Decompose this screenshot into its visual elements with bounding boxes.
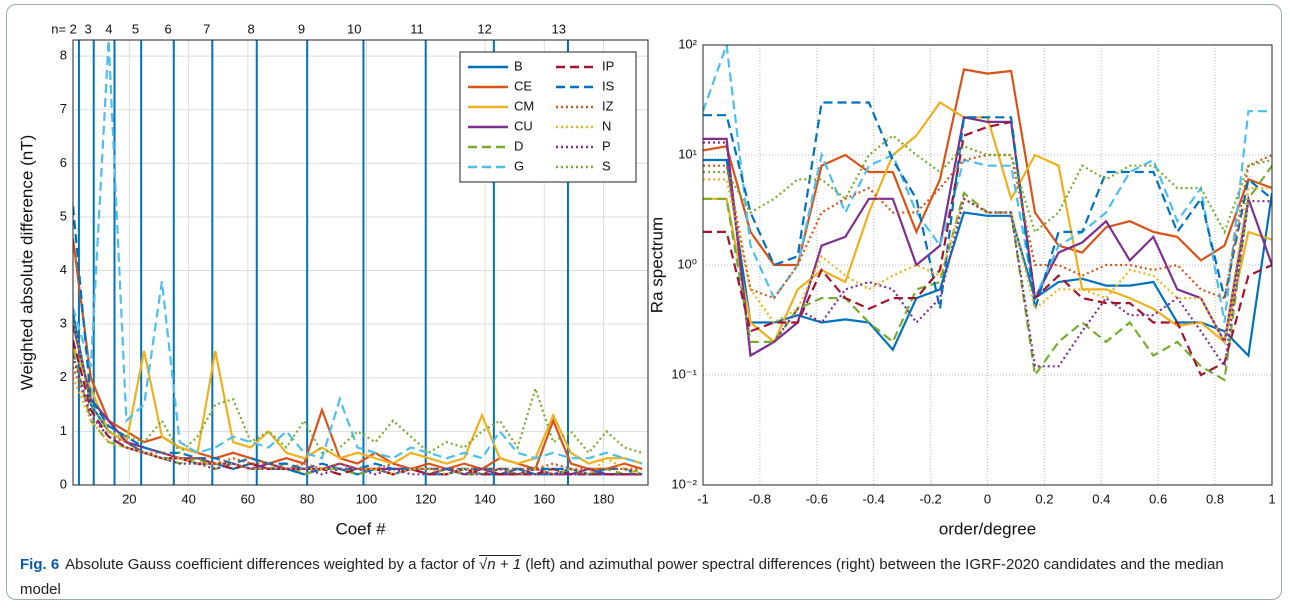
x-axis-title: order/degree — [939, 519, 1036, 538]
n-label: 5 — [132, 21, 139, 36]
caption-text: (left) and azimuthal power spectral diff… — [20, 556, 1224, 598]
y-tick-label: 0 — [60, 476, 67, 491]
y-tick-label: 10⁻² — [671, 476, 697, 491]
series-line — [703, 153, 1272, 300]
x-tick-label: -0.6 — [806, 491, 828, 506]
series-line — [703, 134, 1272, 235]
caption: Fig. 6 Absolute Gauss coefficient differe… — [20, 552, 1260, 602]
series-line — [73, 339, 643, 476]
x-tick-label: 100 — [356, 491, 378, 506]
n-label: n= 2 — [51, 21, 77, 36]
y-tick-label: 8 — [60, 48, 67, 63]
caption-text: Absolute Gauss coefficient differences w… — [65, 556, 475, 573]
n-label: 12 — [477, 21, 491, 36]
x-tick-label: 80 — [300, 491, 314, 506]
y-tick-label: 10¹ — [678, 146, 697, 161]
x-tick-label: -0.2 — [919, 491, 941, 506]
y-axis-title: Ra spectrum — [647, 217, 666, 313]
series-line — [703, 68, 1272, 267]
series-line — [73, 318, 643, 455]
n-label: 13 — [552, 21, 566, 36]
x-tick-label: 0.6 — [1149, 491, 1167, 506]
n-label: 10 — [347, 21, 361, 36]
series-line — [73, 40, 643, 465]
x-tick-label: 1 — [1268, 491, 1275, 506]
series-line — [73, 366, 643, 471]
y-tick-label: 7 — [60, 101, 67, 116]
series-line — [703, 141, 1272, 370]
x-tick-label: 0.2 — [1035, 491, 1053, 506]
x-tick-label: 160 — [533, 491, 555, 506]
series-line — [703, 101, 1272, 310]
series-line — [73, 323, 643, 476]
x-tick-label: 0 — [984, 491, 991, 506]
x-tick-label: 0.4 — [1092, 491, 1110, 506]
legend-label: IS — [602, 78, 615, 93]
y-tick-label: 1 — [60, 423, 67, 438]
x-tick-label: 120 — [415, 491, 437, 506]
series-line — [73, 206, 643, 476]
n-label: 9 — [298, 21, 305, 36]
series-line — [73, 345, 643, 465]
y-tick-label: 10² — [678, 36, 697, 51]
series-line — [703, 120, 1272, 377]
caption-formula: √n + 1 — [479, 555, 522, 573]
legend-label: P — [602, 138, 611, 153]
x-tick-label: 20 — [122, 491, 136, 506]
series-line — [73, 377, 643, 476]
series-line — [73, 313, 643, 476]
x-tick-label: 180 — [593, 491, 615, 506]
y-tick-label: 10⁰ — [677, 256, 697, 271]
x-tick-label: -1 — [697, 491, 709, 506]
legend-label: B — [514, 58, 523, 73]
caption-label: Fig. 6 — [20, 556, 60, 573]
legend-label: CU — [514, 118, 533, 133]
x-tick-label: -0.4 — [862, 491, 884, 506]
n-label: 3 — [85, 21, 92, 36]
legend-label: G — [514, 158, 524, 173]
legend-label: CM — [514, 98, 534, 113]
series-line — [73, 238, 643, 471]
y-tick-label: 5 — [60, 208, 67, 223]
x-axis-title: Coef # — [335, 519, 386, 538]
legend-box — [459, 51, 637, 183]
y-tick-label: 4 — [60, 262, 67, 277]
y-tick-label: 6 — [60, 155, 67, 170]
n-label: 6 — [165, 21, 172, 36]
legend-label: D — [514, 138, 523, 153]
axes-box — [702, 44, 1273, 486]
legend-label: N — [602, 118, 611, 133]
x-tick-label: -0.8 — [749, 491, 771, 506]
series-line — [703, 165, 1272, 382]
n-label: 11 — [410, 21, 424, 36]
x-tick-label: 60 — [241, 491, 255, 506]
series-line — [73, 350, 643, 476]
y-tick-label: 3 — [60, 316, 67, 331]
y-axis-title: Weighted absolute difference (nT) — [17, 135, 36, 390]
figure-frame — [6, 4, 1282, 600]
series-line — [703, 178, 1272, 346]
legend-label: S — [602, 158, 611, 173]
axes-box — [72, 39, 649, 486]
legend-label: CE — [514, 78, 532, 93]
y-tick-label: 2 — [60, 369, 67, 384]
n-label: 7 — [203, 21, 210, 36]
legend-label: IP — [602, 58, 614, 73]
y-tick-label: 10⁻¹ — [671, 366, 697, 381]
n-label: 8 — [248, 21, 255, 36]
x-tick-label: 0.8 — [1206, 491, 1224, 506]
x-tick-label: 140 — [474, 491, 496, 506]
legend-label: IZ — [602, 98, 614, 113]
n-label: 4 — [105, 21, 112, 36]
x-tick-label: 40 — [181, 491, 195, 506]
